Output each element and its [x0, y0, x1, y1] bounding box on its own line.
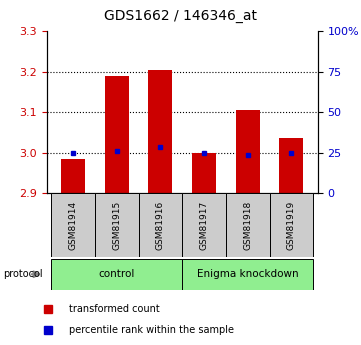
Bar — [182, 259, 313, 290]
Bar — [279, 138, 304, 193]
Bar — [226, 193, 270, 257]
Bar — [192, 153, 216, 193]
Text: GSM81916: GSM81916 — [156, 200, 165, 250]
Text: GSM81919: GSM81919 — [287, 200, 296, 250]
Text: GSM81917: GSM81917 — [200, 200, 209, 250]
Text: GDS1662 / 146346_at: GDS1662 / 146346_at — [104, 9, 257, 23]
Text: control: control — [99, 269, 135, 279]
Bar — [139, 193, 182, 257]
Text: percentile rank within the sample: percentile rank within the sample — [69, 325, 234, 335]
Text: GSM81915: GSM81915 — [112, 200, 121, 250]
Text: protocol: protocol — [4, 269, 43, 279]
Bar — [148, 70, 173, 193]
Bar — [61, 159, 85, 193]
Text: GSM81918: GSM81918 — [243, 200, 252, 250]
Text: transformed count: transformed count — [69, 304, 159, 314]
Bar — [236, 110, 260, 193]
Bar — [270, 193, 313, 257]
Text: GSM81914: GSM81914 — [69, 200, 78, 250]
Text: Enigma knockdown: Enigma knockdown — [197, 269, 299, 279]
Bar — [51, 259, 182, 290]
Bar — [51, 193, 95, 257]
Bar — [95, 193, 139, 257]
Bar — [182, 193, 226, 257]
Bar — [105, 76, 129, 193]
